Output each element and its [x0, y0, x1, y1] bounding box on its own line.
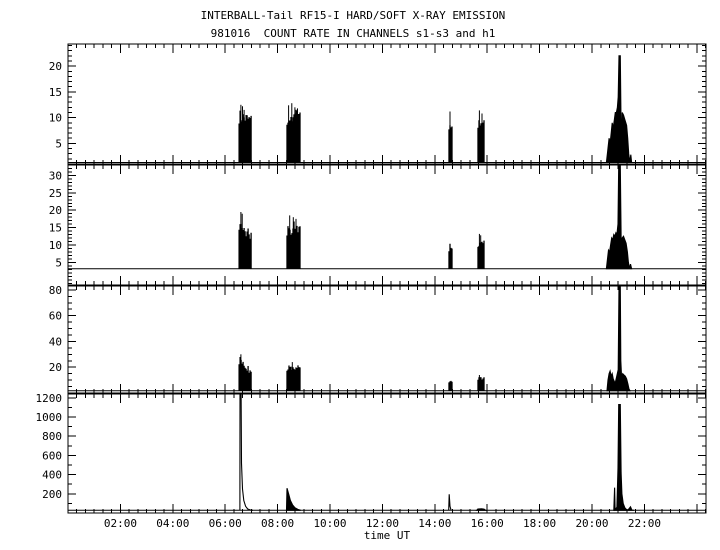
x-tick-label: 16:00: [471, 517, 504, 530]
y-tick-label: 15: [49, 222, 62, 235]
x-tick-label: 12:00: [366, 517, 399, 530]
panel-frame: [67, 164, 707, 286]
y-tick-label: 1200: [36, 392, 63, 405]
burst-trace: [605, 55, 633, 164]
y-tick-label: 20: [49, 204, 62, 217]
y-tick-label: 600: [42, 449, 62, 462]
spike-trace: [239, 393, 254, 511]
panel-s1: 5 10 15 20: [49, 43, 707, 165]
panel-h1: 200 400 600 800 1000 1200 02:00 04:00 06:00 08:00…: [36, 392, 707, 530]
x-major-ticks: [119, 394, 698, 513]
y-minor-ticks: [68, 289, 706, 394]
spike-trace: [448, 494, 452, 511]
burst-trace: [475, 508, 488, 511]
y-tick-label: 40: [49, 335, 62, 348]
y-minor-ticks: [68, 45, 706, 165]
panel-frame: [67, 285, 707, 394]
burst-trace: [285, 488, 301, 511]
y-tick-label: 25: [49, 187, 62, 200]
burst-trace: [613, 404, 634, 512]
burst-trace: [605, 164, 633, 270]
x-tick-label: 20:00: [575, 517, 608, 530]
y-tick-label: 20: [49, 361, 62, 374]
x-major-ticks: [119, 286, 698, 393]
y-major-ticks: [68, 397, 706, 495]
x-major-ticks: [119, 165, 698, 285]
panel-s2: 5 10 15 20 25 30: [49, 164, 707, 286]
panel-s3: 20 40 60 80: [49, 284, 707, 394]
x-minor-ticks: [76, 165, 707, 285]
y-tick-label: 1000: [36, 411, 63, 424]
chart-subtitle: 981016 COUNT RATE IN CHANNELS s1-s3 and …: [210, 27, 496, 40]
chart-title: INTERBALL-Tail RF15-I HARD/SOFT X-RAY EM…: [200, 9, 506, 22]
y-tick-label: 30: [49, 169, 62, 182]
x-tick-label: 08:00: [261, 517, 294, 530]
panel-frame: [67, 43, 707, 165]
x-tick-label: 22:00: [628, 517, 661, 530]
y-tick-label: 20: [49, 60, 62, 73]
panel-frame: [67, 393, 707, 514]
y-tick-label: 800: [42, 430, 62, 443]
y-tick-label: 10: [49, 239, 62, 252]
x-tick-label: 18:00: [523, 517, 556, 530]
x-minor-ticks: [76, 394, 707, 513]
y-minor-ticks: [68, 397, 706, 514]
y-major-ticks: [68, 174, 706, 263]
y-tick-label: 200: [42, 488, 62, 501]
y-major-ticks: [68, 65, 706, 144]
y-tick-label: 10: [49, 112, 62, 125]
y-tick-label: 5: [55, 256, 62, 269]
x-tick-label: 14:00: [418, 517, 451, 530]
y-tick-label: 60: [49, 310, 62, 323]
x-tick-label: 10:00: [313, 517, 346, 530]
burst-trace: [286, 365, 301, 391]
x-tick-label: 02:00: [104, 517, 137, 530]
y-major-ticks: [68, 289, 706, 368]
y-tick-label: 5: [55, 137, 62, 150]
y-tick-label: 15: [49, 86, 62, 99]
x-tick-label: 04:00: [156, 517, 189, 530]
burst-trace: [606, 285, 631, 392]
x-axis-label: time UT: [363, 529, 411, 542]
y-tick-label: 80: [49, 284, 62, 297]
x-major-ticks: [119, 44, 698, 164]
y-tick-label: 400: [42, 469, 62, 482]
burst-trace: [448, 380, 453, 391]
x-tick-label: 06:00: [209, 517, 242, 530]
burst-trace: [448, 243, 453, 269]
